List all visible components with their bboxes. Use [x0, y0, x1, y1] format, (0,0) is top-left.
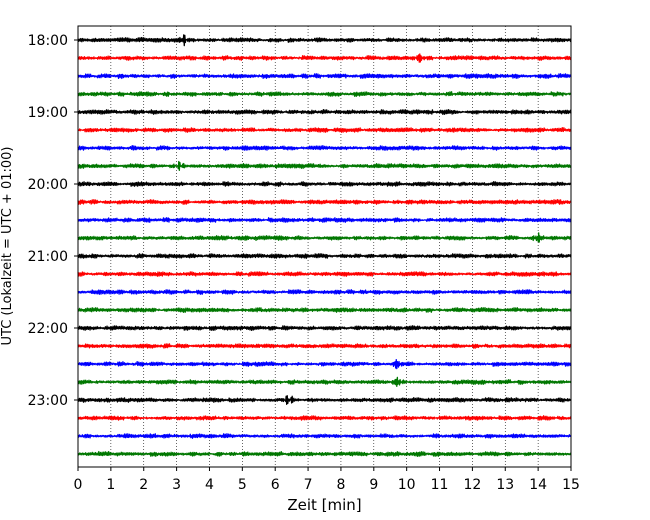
y-ticks: 18:00 19:00 20:00 21:00 22:00 23:00 — [28, 33, 78, 409]
x-tick-label: 1 — [106, 477, 115, 493]
trace-line — [77, 91, 572, 97]
x-tick-label: 14 — [529, 477, 547, 493]
trace-line — [77, 253, 572, 259]
trace-line — [77, 53, 572, 63]
trace-line — [77, 127, 572, 133]
trace-line — [77, 307, 572, 314]
trace-line — [77, 108, 572, 116]
x-tick-label: 0 — [74, 477, 83, 493]
trace-line — [77, 415, 572, 421]
x-tick-label: 9 — [369, 477, 378, 493]
y-tick-label: 18:00 — [28, 33, 68, 49]
x-tick-label: 2 — [139, 477, 148, 493]
trace-line — [77, 325, 572, 332]
y-tick-label: 23:00 — [28, 393, 68, 409]
trace-line — [77, 217, 572, 223]
plot-frame — [77, 25, 572, 468]
traces — [77, 34, 572, 457]
x-tick-label: 3 — [172, 477, 181, 493]
x-axis-label: Zeit [min] — [287, 496, 361, 514]
y-tick-label: 20:00 — [28, 177, 68, 193]
trace-line — [77, 450, 572, 457]
trace-line — [77, 181, 572, 187]
trace-line — [77, 289, 572, 295]
x-ticks: 0 1 2 3 4 5 6 7 8 9 10 11 12 13 14 15 — [74, 467, 580, 493]
trace-line — [77, 343, 572, 349]
y-tick-label: 21:00 — [28, 249, 68, 265]
trace-line — [77, 271, 572, 277]
trace-line — [77, 73, 572, 80]
trace-line — [77, 232, 572, 243]
trace-line — [77, 160, 572, 171]
trace-line — [77, 198, 572, 205]
x-tick-label: 7 — [304, 477, 313, 493]
x-tick-label: 12 — [463, 477, 481, 493]
x-tick-label: 11 — [431, 477, 449, 493]
y-tick-label: 22:00 — [28, 321, 68, 337]
x-tick-label: 4 — [205, 477, 214, 493]
x-tick-label: 8 — [336, 477, 345, 493]
x-tick-label: 15 — [562, 477, 580, 493]
y-axis-label: UTC (Lokalzeit = UTC + 01:00) — [0, 147, 15, 346]
y-tick-label: 19:00 — [28, 105, 68, 121]
x-tick-label: 5 — [238, 477, 247, 493]
trace-line — [77, 34, 572, 47]
trace-line — [77, 144, 572, 151]
x-tick-label: 6 — [271, 477, 280, 493]
trace-line — [77, 395, 572, 406]
x-tick-label: 10 — [398, 477, 416, 493]
trace-line — [77, 376, 572, 388]
x-tick-label: 13 — [496, 477, 514, 493]
trace-line — [77, 433, 572, 439]
trace-line — [77, 359, 572, 370]
